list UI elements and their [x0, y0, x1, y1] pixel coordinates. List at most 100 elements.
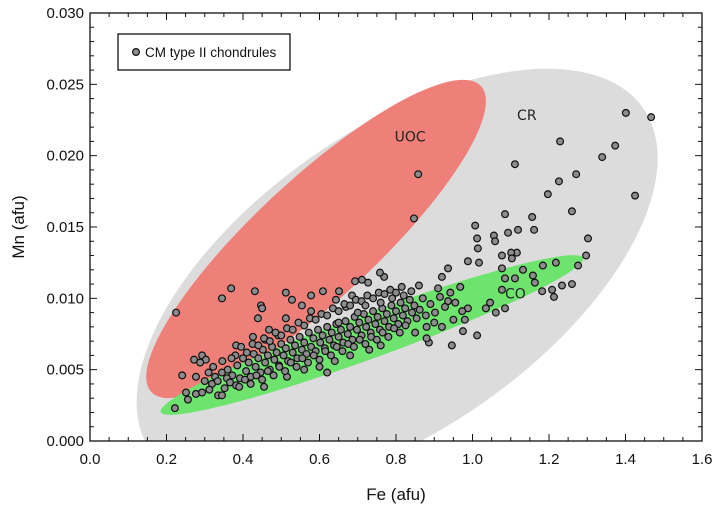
data-point: [260, 382, 269, 391]
data-point: [528, 213, 537, 222]
data-point: [426, 300, 435, 309]
data-point: [481, 304, 490, 313]
data-point: [338, 347, 347, 356]
data-point: [365, 345, 374, 354]
data-point: [390, 324, 399, 333]
data-point: [567, 280, 576, 289]
data-point: [410, 301, 419, 310]
data-point: [254, 341, 263, 350]
y-tick-labels: 0.000 0.005 0.010 0.015 0.020 0.025 0.03…: [46, 5, 84, 450]
region-cr: [136, 68, 658, 441]
data-point: [378, 328, 387, 337]
data-point: [369, 307, 378, 316]
data-point: [265, 337, 274, 346]
data-point: [362, 322, 371, 331]
data-point: [399, 291, 408, 300]
data-point: [431, 308, 440, 317]
data-point: [401, 321, 410, 330]
x-tick-labels: 0.0 0.2 0.4 0.6 0.8 1.0 1.2 1.4 1.6: [80, 451, 713, 468]
data-point: [501, 304, 510, 313]
data-point: [182, 388, 191, 397]
data-point: [331, 295, 340, 304]
data-point: [346, 351, 355, 360]
data-point: [258, 375, 267, 384]
data-point: [205, 385, 214, 394]
y-tick-label: 0.015: [46, 219, 84, 236]
data-point: [582, 251, 591, 260]
data-point: [309, 334, 318, 343]
data-point: [297, 301, 306, 310]
data-point: [269, 371, 278, 380]
data-point: [549, 292, 558, 301]
data-point: [435, 292, 444, 301]
data-point: [491, 308, 500, 317]
data-point: [475, 258, 484, 267]
data-point: [473, 234, 482, 243]
data-point: [567, 207, 576, 216]
data-point: [316, 338, 325, 347]
data-point: [227, 354, 236, 363]
data-point: [364, 315, 373, 324]
data-point: [371, 320, 380, 329]
data-point: [380, 317, 389, 326]
data-point: [286, 335, 295, 344]
data-point: [227, 284, 236, 293]
data-point: [382, 310, 391, 319]
data-point: [198, 388, 207, 397]
data-point: [621, 108, 630, 117]
data-point: [361, 301, 370, 310]
data-point: [183, 395, 192, 404]
data-point: [375, 268, 384, 277]
data-point: [412, 314, 421, 323]
data-point: [334, 307, 343, 316]
data-point: [473, 331, 482, 340]
data-point: [287, 295, 296, 304]
data-point: [279, 351, 288, 360]
data-point: [275, 362, 284, 371]
data-point: [398, 311, 407, 320]
data-point: [460, 315, 469, 324]
data-point: [325, 335, 334, 344]
data-point: [252, 371, 261, 380]
data-point: [335, 287, 344, 296]
data-point: [220, 384, 229, 393]
data-point: [395, 328, 404, 337]
data-point: [598, 153, 607, 162]
data-point: [437, 322, 446, 331]
data-point: [510, 274, 519, 283]
data-point: [497, 285, 506, 294]
data-point: [501, 210, 510, 219]
data-point: [272, 348, 281, 357]
data-point: [309, 351, 318, 360]
data-point: [209, 362, 218, 371]
data-point: [551, 258, 560, 267]
data-point: [504, 228, 513, 237]
region-labels: UOC CR CO: [395, 108, 537, 302]
data-point: [422, 322, 431, 331]
data-point: [392, 288, 401, 297]
data-point: [300, 365, 309, 374]
data-point: [415, 305, 424, 314]
data-point: [263, 351, 272, 360]
data-point: [323, 368, 332, 377]
data-point: [514, 225, 523, 234]
data-point: [572, 170, 581, 179]
data-point: [213, 377, 222, 386]
data-point: [288, 325, 297, 334]
data-point: [389, 314, 398, 323]
data-point: [409, 214, 418, 223]
data-point: [258, 304, 267, 313]
data-point: [355, 335, 364, 344]
data-point: [369, 294, 378, 303]
data-point: [223, 365, 232, 374]
x-tick-label: 1.4: [615, 451, 636, 468]
data-point: [408, 308, 417, 317]
data-point: [361, 339, 370, 348]
data-point: [401, 304, 410, 313]
data-point: [327, 328, 336, 337]
data-point: [507, 254, 516, 263]
data-point: [380, 290, 389, 299]
data-point: [538, 261, 547, 270]
data-point: [346, 301, 355, 310]
